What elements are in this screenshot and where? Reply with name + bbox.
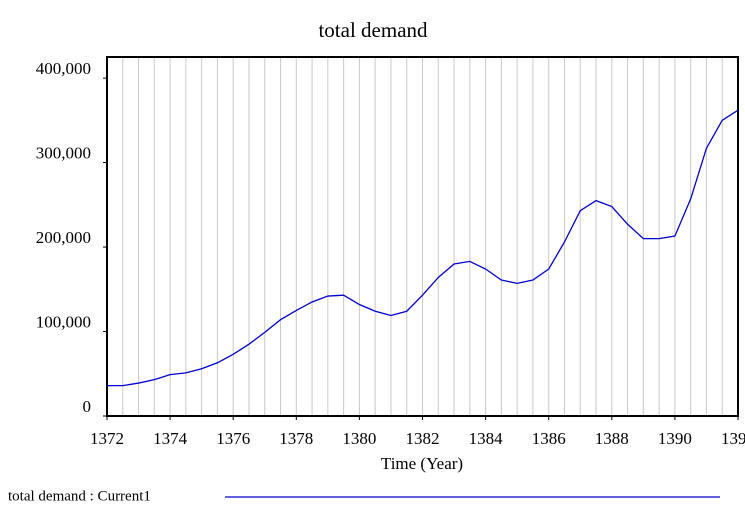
x-tick-label: 1372 (90, 429, 124, 448)
x-tick-label: 1380 (342, 429, 376, 448)
x-tick-label: 1376 (216, 429, 250, 448)
x-tick-label: 1390 (658, 429, 692, 448)
x-axis-label: Time (Year) (381, 454, 463, 473)
x-tick-label: 1378 (279, 429, 313, 448)
x-tick-label: 1388 (595, 429, 629, 448)
x-tick-label: 1374 (153, 429, 188, 448)
y-tick-label: 0 (83, 397, 92, 416)
y-tick-label: 400,000 (36, 59, 91, 78)
y-tick-label: 100,000 (36, 312, 91, 331)
data-line (107, 109, 739, 387)
x-tick-label: 1386 (532, 429, 566, 448)
x-tick-label: 1384 (469, 429, 504, 448)
x-tick-label: 1392 (721, 429, 745, 448)
legend-label: total demand : Current1 (8, 488, 151, 504)
chart-title: total demand (318, 18, 428, 42)
x-tick-label: 1382 (406, 429, 440, 448)
y-tick-label: 200,000 (36, 228, 91, 247)
y-tick-label: 300,000 (36, 143, 91, 162)
